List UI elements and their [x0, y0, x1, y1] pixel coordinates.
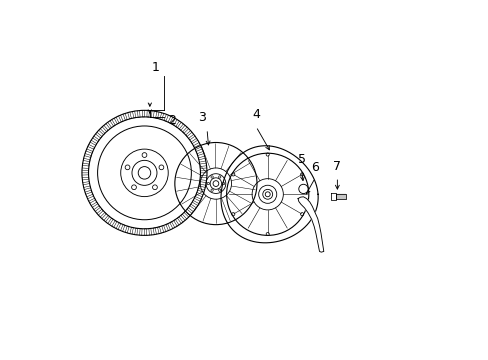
Text: 2: 2	[168, 114, 176, 127]
Text: 3: 3	[197, 111, 205, 123]
Circle shape	[298, 184, 307, 194]
Text: 5: 5	[297, 153, 305, 166]
Polygon shape	[298, 197, 323, 252]
Text: 4: 4	[251, 108, 259, 121]
Text: 1: 1	[151, 60, 159, 73]
Text: 6: 6	[311, 161, 319, 174]
Polygon shape	[335, 194, 346, 199]
Text: 7: 7	[333, 160, 341, 173]
